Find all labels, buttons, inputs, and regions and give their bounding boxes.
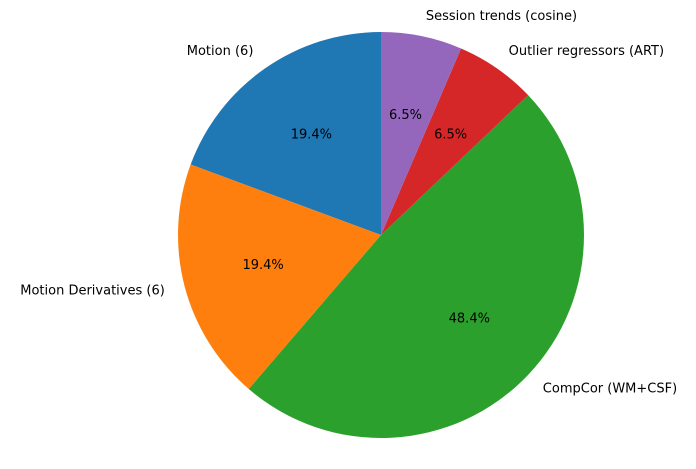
pie-pct-label-1: 19.4% (242, 258, 283, 273)
pie-pct-label-4: 6.5% (389, 108, 422, 123)
pie-slice-3 (381, 48, 529, 236)
pie-category-label-1: Motion Derivatives (6) (20, 284, 165, 299)
pie-slice-2 (248, 95, 584, 439)
pie-labels: 19.4% Motion (6) 19.4% Motion Derivatives (… (20, 9, 677, 396)
pie-category-label-4: Session trends (cosine) (426, 9, 577, 24)
pie-slice-4 (381, 32, 462, 235)
pie-slice-1 (178, 164, 381, 390)
pie-category-label-0: Motion (6) (187, 44, 254, 59)
pie-pct-label-3: 6.5% (434, 128, 467, 143)
pie-pct-label-0: 19.4% (291, 128, 332, 143)
pie-category-label-2: CompCor (WM+CSF) (543, 381, 677, 396)
pie-category-label-3: Outlier regressors (ART) (509, 44, 664, 59)
pie-slices (178, 32, 584, 439)
pie-slice-0 (190, 32, 381, 235)
pie-pct-label-2: 48.4% (449, 311, 490, 326)
